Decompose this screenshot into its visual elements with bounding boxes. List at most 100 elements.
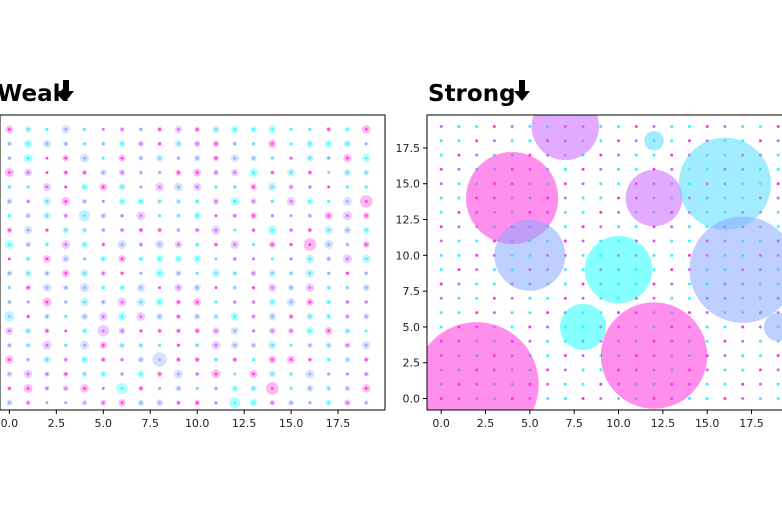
strong-point [475,139,479,143]
weak-point-core [177,300,180,304]
weak-point-core [64,199,68,203]
strong-point [475,239,479,243]
weak-point-core [364,358,368,362]
strong-bubble [584,235,653,304]
weak-point-core [214,286,218,290]
weak-point-core [45,199,49,203]
strong-point [492,139,496,143]
strong-point [439,311,443,315]
weak-point-core [158,214,162,218]
weak-point-core [7,401,11,405]
weak-point-core [45,214,49,218]
weak-point-core [158,401,162,405]
strong-point [510,124,514,128]
down-arrow-icon [58,80,74,101]
weak-point-core [327,329,331,333]
weak-point-core [177,156,180,160]
weak-point-core [270,271,274,275]
weak-point-core [158,372,162,376]
weak-point-core [364,300,368,304]
weak-point-core [289,142,293,146]
strong-point [581,239,585,243]
weak-point-core [346,300,349,304]
weak-point-core [26,214,30,218]
strong-point [670,124,674,128]
weak-point-core [177,372,180,376]
weak-point-core [139,401,143,405]
weak-point-core [139,387,143,390]
weak-point-core [83,315,86,318]
weak-point-core [7,243,11,246]
weak-point-core [233,257,237,261]
weak-point-core [177,315,180,318]
weak-point-core [252,358,255,362]
weak-point-core [45,329,49,333]
strong-point [617,153,621,157]
weak-point-core [177,214,180,218]
weak-point-core [214,214,218,218]
strong-point [670,282,674,286]
weak-point-core [327,358,331,362]
weak-point-core [308,214,312,218]
strong-point [457,210,461,214]
weak-point-core [364,271,368,275]
weak-point-core [252,199,255,203]
strong-bubble [678,137,772,230]
strong-point [475,268,479,272]
weak-point-core [252,156,255,160]
weak-point-core [64,228,68,232]
strong-point [776,368,780,372]
strong-x-tick-label: 12.5 [651,417,676,430]
weak-point-core [26,329,30,333]
weak-point-core [289,315,293,318]
weak-point-core [289,372,293,376]
weak-point-core [289,401,293,405]
weak-point-core [308,257,312,261]
weak-point-core [308,271,312,275]
weak-point-core [364,171,368,174]
weak-point-core [195,214,199,218]
strong-bubble [531,115,600,161]
strong-point [758,397,762,401]
weak-point-core [83,171,86,174]
strong-point [599,167,603,171]
strong-point [546,325,550,329]
strong-point [741,368,745,372]
weak-point-core [289,243,293,246]
strong-point [723,397,727,401]
weak-point-core [346,199,349,203]
strong-point [581,167,585,171]
weak-point-core [195,199,199,203]
weak-point-core [139,271,143,275]
strong-point [617,139,621,143]
weak-title: Weak [0,81,69,107]
weak-point-core [195,127,199,131]
weak-point-core [214,228,218,232]
weak-point-core [26,171,30,174]
weak-point-core [7,214,11,218]
weak-point-core [83,214,86,218]
strong-point [599,182,603,186]
weak-point-core [64,329,68,333]
weak-point-core [346,329,349,333]
strong-point [563,196,567,200]
strong-point [475,124,479,128]
strong-point [776,153,780,157]
weak-point-core [158,387,162,390]
weak-point-core [195,185,199,189]
weak-point-core [270,171,274,174]
weak-point-core [308,228,312,232]
strong-point [457,124,461,128]
strong-bubble [689,216,782,323]
weak-point-core [177,127,180,131]
weak-point-core [270,329,274,333]
weak-point-core [214,257,218,261]
weak-point-core [120,271,124,275]
weak-point-core [120,387,124,390]
strong-point [705,397,709,401]
weak-point-core [45,271,49,275]
weak-point-core [289,329,293,333]
weak-point-core [83,300,86,304]
strong-point [634,153,638,157]
